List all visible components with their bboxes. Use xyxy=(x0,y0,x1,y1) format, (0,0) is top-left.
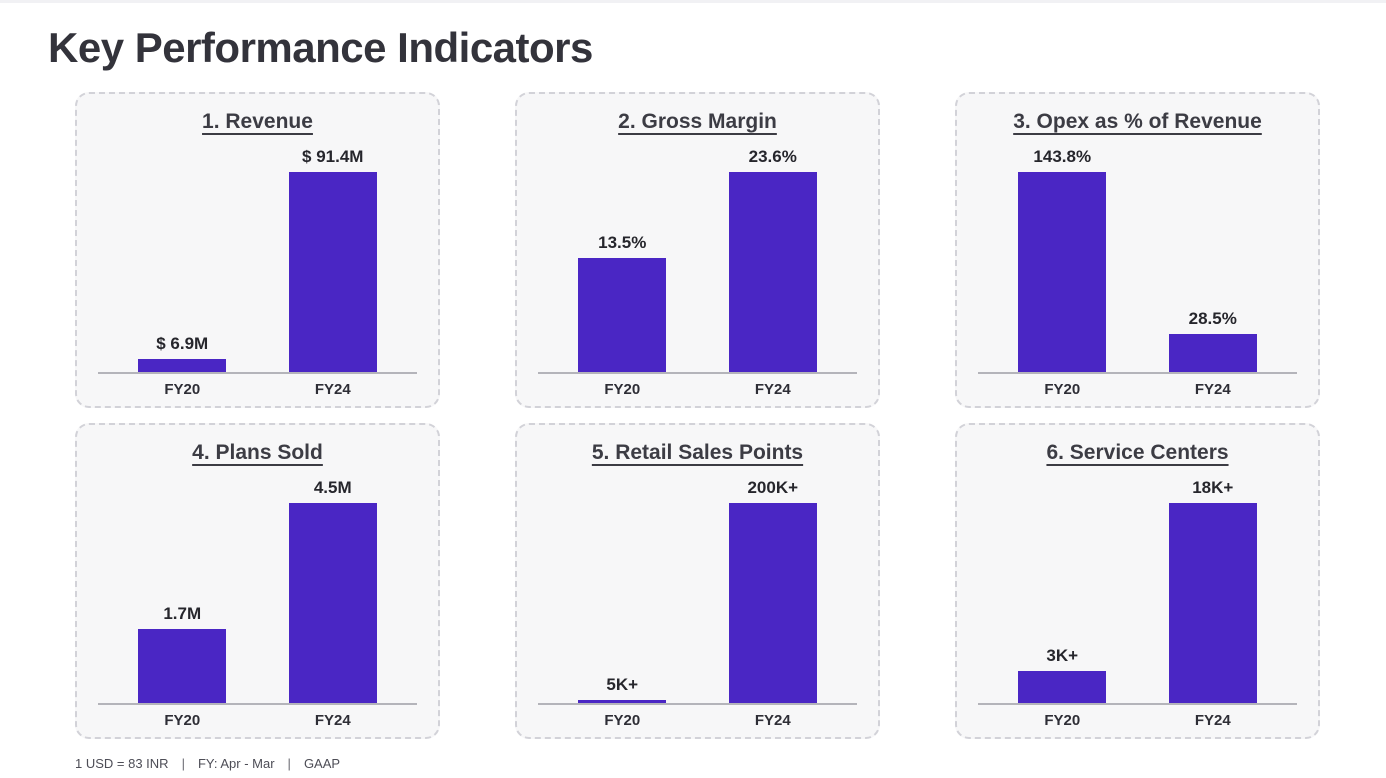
category-label-fy24: FY24 xyxy=(754,712,791,729)
kpi-card-gross-margin: 2. Gross Margin 13.5% 23.6% FY20 FY24 xyxy=(515,92,880,408)
bar-fy20 xyxy=(578,700,667,705)
bar-fy24 xyxy=(1168,503,1257,705)
footnote-accounting-standard: GAAP xyxy=(303,756,341,771)
bar-slot-fy24: 18K+ xyxy=(1138,473,1289,705)
category-label-fy20: FY20 xyxy=(604,381,641,398)
bar-fy24 xyxy=(728,172,817,374)
x-axis-line xyxy=(978,372,1297,374)
footnote-separator: | xyxy=(287,756,291,771)
bar-value-label: 5K+ xyxy=(606,675,639,694)
bar-chart-retail-sales-points: 5K+ 200K+ xyxy=(517,473,878,705)
x-axis-line xyxy=(98,372,417,374)
bar-value-label: 13.5% xyxy=(598,233,647,252)
bar-value-label: 143.8% xyxy=(1033,147,1092,166)
bar-slot-fy20: 143.8% xyxy=(987,142,1138,374)
bar-slot-fy20: 3K+ xyxy=(987,473,1138,705)
bar-value-label: 3K+ xyxy=(1046,646,1079,665)
kpi-card-revenue: 1. Revenue $ 6.9M $ 91.4M FY20 FY24 xyxy=(75,92,440,408)
bar-fy24 xyxy=(288,172,377,374)
category-axis: FY20 FY24 xyxy=(957,712,1318,729)
bar-slot-fy24: 23.6% xyxy=(698,142,849,374)
card-title: 6. Service Centers xyxy=(1046,441,1229,464)
page-title: Key Performance Indicators xyxy=(48,24,593,71)
bar-slot-fy20: 13.5% xyxy=(547,142,698,374)
kpi-card-grid: 1. Revenue $ 6.9M $ 91.4M FY20 FY24 2. G… xyxy=(75,92,1320,739)
bar-fy24 xyxy=(288,503,377,705)
category-axis: FY20 FY24 xyxy=(77,712,438,729)
category-label-fy24: FY24 xyxy=(314,712,351,729)
footnote-exchange-rate: 1 USD = 83 INR xyxy=(75,756,169,771)
bar-value-label: 200K+ xyxy=(747,478,799,497)
footnote-separator: | xyxy=(181,756,185,771)
category-axis: FY20 FY24 xyxy=(77,381,438,398)
bar-value-label: $ 6.9M xyxy=(156,334,209,353)
category-label-fy24: FY24 xyxy=(314,381,351,398)
kpi-card-service-centers: 6. Service Centers 3K+ 18K+ FY20 FY24 xyxy=(955,423,1320,739)
top-edge-strip xyxy=(0,0,1386,3)
bar-fy20 xyxy=(1018,172,1107,374)
x-axis-line xyxy=(538,703,857,705)
bar-fy20 xyxy=(138,629,227,705)
x-axis-line xyxy=(98,703,417,705)
bar-value-label: 4.5M xyxy=(313,478,352,497)
bar-fy24 xyxy=(728,503,817,705)
kpi-card-plans-sold: 4. Plans Sold 1.7M 4.5M FY20 FY24 xyxy=(75,423,440,739)
category-label-fy24: FY24 xyxy=(754,381,791,398)
category-label-fy20: FY20 xyxy=(1044,712,1081,729)
bar-slot-fy24: 200K+ xyxy=(698,473,849,705)
bar-fy20 xyxy=(1018,671,1107,705)
bar-slot-fy24: 4.5M xyxy=(258,473,409,705)
bar-chart-gross-margin: 13.5% 23.6% xyxy=(517,142,878,374)
category-label-fy20: FY20 xyxy=(1044,381,1081,398)
footnote: 1 USD = 83 INR | FY: Apr - Mar | GAAP xyxy=(75,756,340,771)
card-title: 2. Gross Margin xyxy=(618,110,777,133)
card-title: 5. Retail Sales Points xyxy=(591,441,804,464)
bar-fy20 xyxy=(578,258,667,374)
bar-value-label: 1.7M xyxy=(163,604,202,623)
category-label-fy20: FY20 xyxy=(164,381,201,398)
kpi-card-opex: 3. Opex as % of Revenue 143.8% 28.5% FY2… xyxy=(955,92,1320,408)
bar-fy24 xyxy=(1168,334,1257,374)
bar-slot-fy24: $ 91.4M xyxy=(258,142,409,374)
bar-value-label: 28.5% xyxy=(1188,309,1237,328)
card-title: 1. Revenue xyxy=(202,110,313,133)
card-title: 3. Opex as % of Revenue xyxy=(1013,110,1262,133)
bar-slot-fy20: 5K+ xyxy=(547,473,698,705)
x-axis-line xyxy=(538,372,857,374)
category-axis: FY20 FY24 xyxy=(957,381,1318,398)
bar-fy20 xyxy=(138,359,227,374)
category-label-fy24: FY24 xyxy=(1194,381,1231,398)
bar-slot-fy20: 1.7M xyxy=(107,473,258,705)
bar-chart-revenue: $ 6.9M $ 91.4M xyxy=(77,142,438,374)
category-label-fy20: FY20 xyxy=(164,712,201,729)
card-title: 4. Plans Sold xyxy=(192,441,323,464)
bar-slot-fy24: 28.5% xyxy=(1138,142,1289,374)
category-axis: FY20 FY24 xyxy=(517,712,878,729)
bar-value-label: $ 91.4M xyxy=(302,147,364,166)
bar-chart-opex: 143.8% 28.5% xyxy=(957,142,1318,374)
footnote-fiscal-year: FY: Apr - Mar xyxy=(197,756,275,771)
category-axis: FY20 FY24 xyxy=(517,381,878,398)
bar-chart-service-centers: 3K+ 18K+ xyxy=(957,473,1318,705)
bar-slot-fy20: $ 6.9M xyxy=(107,142,258,374)
category-label-fy20: FY20 xyxy=(604,712,641,729)
bar-chart-plans-sold: 1.7M 4.5M xyxy=(77,473,438,705)
bar-value-label: 18K+ xyxy=(1192,478,1234,497)
x-axis-line xyxy=(978,703,1297,705)
bar-value-label: 23.6% xyxy=(748,147,797,166)
category-label-fy24: FY24 xyxy=(1194,712,1231,729)
kpi-card-retail-sales-points: 5. Retail Sales Points 5K+ 200K+ FY20 FY… xyxy=(515,423,880,739)
